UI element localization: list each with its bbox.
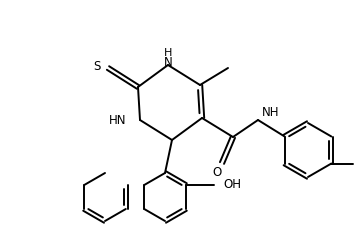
Text: H: H: [164, 48, 172, 58]
Text: HN: HN: [108, 115, 126, 127]
Text: N: N: [164, 56, 172, 68]
Text: NH: NH: [262, 105, 280, 119]
Text: S: S: [93, 61, 101, 73]
Text: O: O: [212, 165, 222, 179]
Text: OH: OH: [224, 179, 242, 191]
